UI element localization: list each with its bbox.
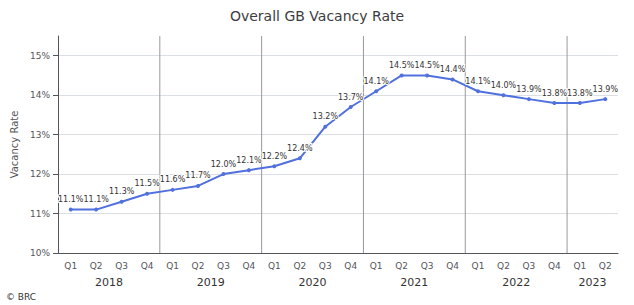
svg-text:11.1%: 11.1% (58, 195, 84, 204)
svg-text:2021: 2021 (400, 276, 428, 289)
svg-text:Q1: Q1 (573, 261, 586, 271)
svg-text:11.3%: 11.3% (109, 187, 135, 196)
svg-text:13.7%: 13.7% (338, 93, 364, 102)
svg-text:10%: 10% (30, 248, 50, 258)
svg-text:Q3: Q3 (319, 261, 332, 271)
svg-text:14.5%: 14.5% (389, 61, 415, 70)
svg-text:11.6%: 11.6% (160, 175, 186, 184)
svg-text:2020: 2020 (299, 276, 327, 289)
svg-text:Q1: Q1 (64, 261, 77, 271)
svg-text:Q2: Q2 (599, 261, 612, 271)
svg-text:13.8%: 13.8% (542, 89, 568, 98)
svg-text:Q1: Q1 (472, 261, 485, 271)
svg-text:13.9%: 13.9% (516, 85, 542, 94)
svg-text:14.0%: 14.0% (491, 81, 517, 90)
svg-text:Q2: Q2 (497, 261, 510, 271)
svg-text:13.9%: 13.9% (593, 85, 619, 94)
svg-text:11.5%: 11.5% (134, 179, 160, 188)
svg-text:Q4: Q4 (344, 261, 357, 271)
svg-text:13%: 13% (30, 130, 50, 140)
svg-text:Q2: Q2 (395, 261, 408, 271)
svg-text:2022: 2022 (502, 276, 530, 289)
svg-text:2018: 2018 (95, 276, 123, 289)
svg-text:14.1%: 14.1% (363, 77, 389, 86)
svg-text:Q1: Q1 (370, 261, 383, 271)
svg-text:14.4%: 14.4% (440, 65, 466, 74)
svg-text:12%: 12% (30, 169, 50, 179)
svg-text:Overall GB Vacancy Rate: Overall GB Vacancy Rate (230, 8, 404, 24)
svg-text:14.1%: 14.1% (465, 77, 491, 86)
svg-text:12.0%: 12.0% (211, 160, 237, 169)
svg-text:Q2: Q2 (90, 261, 103, 271)
svg-text:14%: 14% (30, 90, 50, 100)
svg-text:15%: 15% (30, 51, 50, 61)
svg-text:Q4: Q4 (243, 261, 256, 271)
svg-text:11%: 11% (30, 209, 50, 219)
svg-text:Q4: Q4 (141, 261, 154, 271)
svg-text:13.2%: 13.2% (313, 112, 339, 121)
svg-text:Q1: Q1 (268, 261, 281, 271)
svg-text:Q1: Q1 (166, 261, 179, 271)
svg-text:12.4%: 12.4% (287, 144, 313, 153)
svg-text:Q4: Q4 (548, 261, 561, 271)
svg-text:Q3: Q3 (523, 261, 536, 271)
svg-text:Q2: Q2 (192, 261, 205, 271)
svg-text:12.2%: 12.2% (262, 152, 288, 161)
svg-text:© BRC: © BRC (6, 292, 36, 302)
svg-text:Vacancy Rate: Vacancy Rate (9, 111, 20, 179)
svg-text:Q3: Q3 (217, 261, 230, 271)
svg-text:11.7%: 11.7% (185, 171, 211, 180)
svg-text:2023: 2023 (579, 276, 607, 289)
svg-text:2019: 2019 (197, 276, 225, 289)
svg-text:Q3: Q3 (421, 261, 434, 271)
svg-text:12.1%: 12.1% (236, 156, 262, 165)
svg-text:Q2: Q2 (293, 261, 306, 271)
svg-text:Q4: Q4 (446, 261, 459, 271)
svg-text:11.1%: 11.1% (83, 195, 109, 204)
svg-text:13.8%: 13.8% (567, 89, 593, 98)
svg-text:14.5%: 14.5% (414, 61, 440, 70)
svg-text:Q3: Q3 (115, 261, 128, 271)
